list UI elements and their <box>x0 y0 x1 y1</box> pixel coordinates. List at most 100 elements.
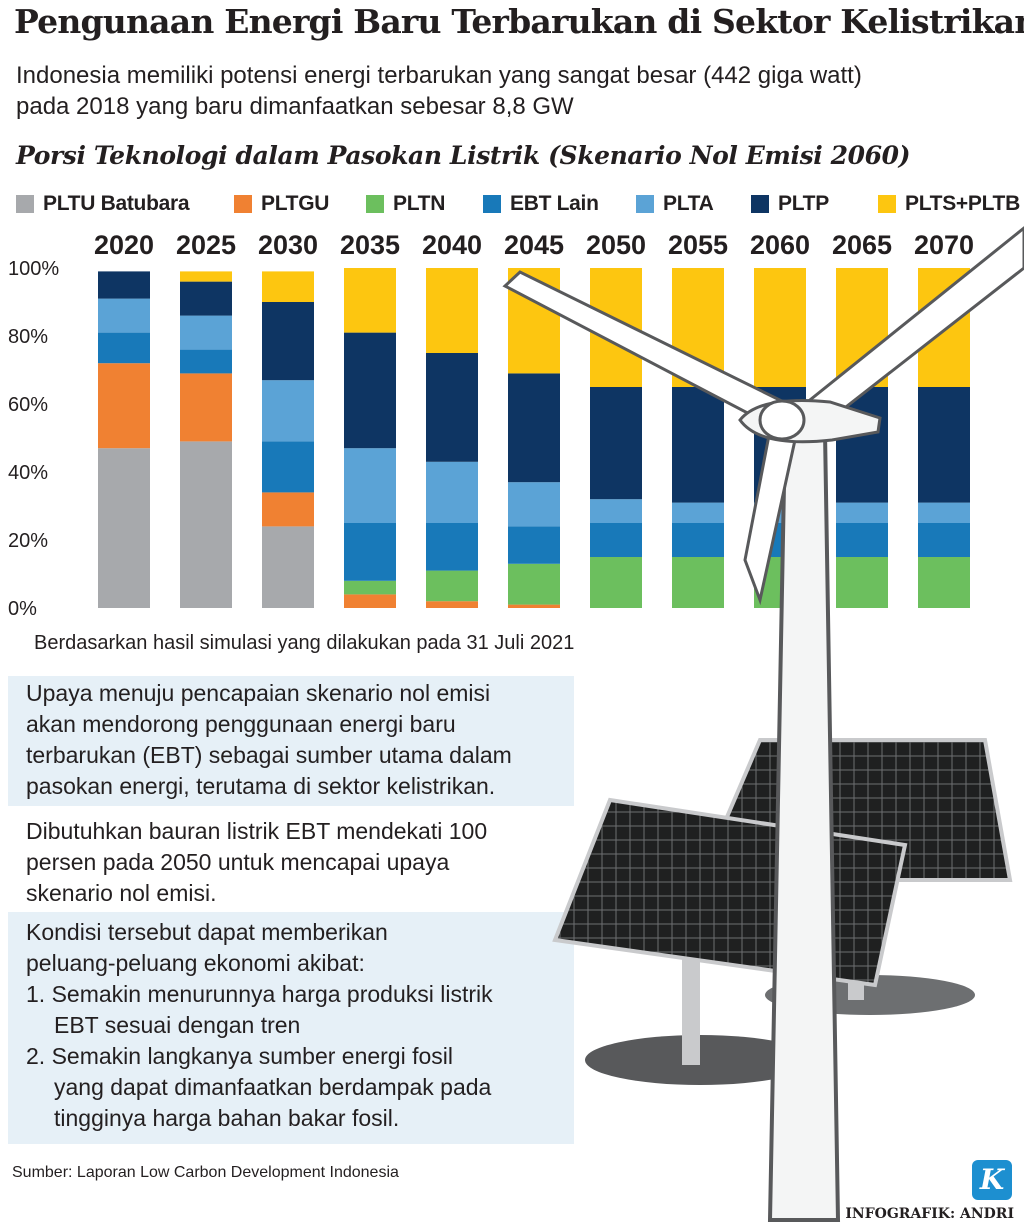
source-note: Sumber: Laporan Low Carbon Development I… <box>12 1164 399 1181</box>
bar-segment <box>918 502 970 523</box>
bar-segment <box>426 523 478 571</box>
legend-swatch <box>366 195 384 213</box>
bar-segment <box>672 523 724 557</box>
info-text-2: Dibutuhkan bauran listrik EBT mendekati … <box>26 816 586 909</box>
bar-segment <box>98 448 150 608</box>
info-panel-3 <box>8 912 574 1144</box>
bar-segment <box>918 523 970 557</box>
legend-swatch <box>483 195 501 213</box>
subtitle-line-2: pada 2018 yang baru dimanfaatkan sebesar… <box>16 93 574 120</box>
bar-segment <box>344 332 396 449</box>
x-category-label: 2020 <box>94 230 154 260</box>
info-1-line: terbarukan (EBT) sebagai sumber utama da… <box>26 742 512 768</box>
info-3-line: 1. Semakin menurunnya harga produksi lis… <box>26 981 493 1007</box>
info-3-line: 2. Semakin langkanya sumber energi fosil <box>26 1043 454 1069</box>
bar-segment <box>262 271 314 302</box>
bar-segment <box>180 315 232 350</box>
bar-segment <box>180 271 232 282</box>
y-tick-label: 0% <box>8 598 37 620</box>
bar-segment <box>508 373 560 483</box>
bar-segment <box>918 387 970 503</box>
x-category-label: 2060 <box>750 230 810 260</box>
legend-item: EBT Lain <box>483 192 599 216</box>
bar-segment <box>180 349 232 374</box>
publisher-logo: K <box>972 1160 1012 1200</box>
bar-segment <box>180 281 232 316</box>
bar-segment <box>672 502 724 523</box>
legend-item: PLTGU <box>234 192 329 216</box>
legend-item: PLTA <box>636 192 714 216</box>
legend-swatch <box>234 195 252 213</box>
bar-segment <box>836 557 888 608</box>
info-3-line: EBT sesuai dengan tren <box>54 1012 301 1038</box>
bar-segment <box>344 580 396 595</box>
info-3-line: yang dapat dimanfaatkan berdampak pada <box>54 1074 492 1100</box>
y-tick-label: 100% <box>8 258 59 280</box>
bar-segment <box>672 387 724 503</box>
bar-segment <box>426 461 478 523</box>
y-tick-label: 80% <box>8 326 48 348</box>
chart-title: Porsi Teknologi dalam Pasokan Listrik (S… <box>16 141 911 170</box>
legend-item: PLTS+PLTB <box>878 192 1020 216</box>
bar-segment <box>918 557 970 608</box>
x-category-label: 2065 <box>832 230 892 260</box>
legend-label: PLTU Batubara <box>43 192 190 215</box>
info-panel-1 <box>8 676 574 806</box>
x-category-label: 2030 <box>258 230 318 260</box>
legend-label: PLTS+PLTB <box>905 192 1020 215</box>
bar-segment <box>508 563 560 605</box>
legend-swatch <box>16 195 34 213</box>
chart-note: Berdasarkan hasil simulasi yang dilakuka… <box>34 632 575 654</box>
legend-item: PLTN <box>366 192 445 216</box>
bar-segment <box>508 482 560 527</box>
info-1-line: pasokan energi, terutama di sektor kelis… <box>26 773 496 799</box>
y-tick-label: 60% <box>8 394 48 416</box>
bar-segment <box>426 570 478 602</box>
bar-segment <box>262 441 314 493</box>
info-3-line: peluang-peluang ekonomi akibat: <box>26 950 365 976</box>
bar-segment <box>590 387 642 500</box>
subtitle-line-1: Indonesia memiliki potensi energi terbar… <box>16 62 862 89</box>
info-2-line: Dibutuhkan bauran listrik EBT mendekati … <box>26 818 488 844</box>
x-category-label: 2070 <box>914 230 974 260</box>
bar-segment <box>344 523 396 581</box>
x-category-label: 2045 <box>504 230 564 260</box>
wind-turbine-icon <box>502 226 1024 1222</box>
bar-segment <box>590 499 642 523</box>
info-text-1: Upaya menuju pencapaian skenario nol emi… <box>26 678 586 802</box>
x-category-label: 2040 <box>422 230 482 260</box>
bar-segment <box>180 441 232 608</box>
infographic-credit: INFOGRAFIK: ANDRI <box>845 1206 1014 1222</box>
bar-segment <box>180 373 232 442</box>
page-title: Pengunaan Energi Baru Terbarukan di Sekt… <box>14 2 1024 41</box>
bar-segment <box>836 523 888 557</box>
x-category-label: 2055 <box>668 230 728 260</box>
bar-segment <box>344 594 396 608</box>
legend-swatch <box>636 195 654 213</box>
x-category-label: 2035 <box>340 230 400 260</box>
bar-segment <box>754 268 806 387</box>
x-category-label: 2050 <box>586 230 646 260</box>
chart-legend: PLTU Batubara PLTGU PLTN EBT Lain PLTA PLTP PL… <box>16 192 1024 220</box>
bar-segment <box>344 268 396 333</box>
bar-segment <box>98 363 150 449</box>
legend-label: PLTA <box>663 192 714 215</box>
bar-segment <box>508 604 560 608</box>
bar-segment <box>344 448 396 523</box>
solar-panel-front-icon <box>552 797 908 1085</box>
legend-swatch <box>751 195 769 213</box>
legend-swatch <box>878 195 896 213</box>
legend-label: EBT Lain <box>510 192 599 215</box>
subtitle: Indonesia memiliki potensi energi terbar… <box>16 60 1016 122</box>
legend-label: PLTN <box>393 192 446 215</box>
bar-segment <box>98 271 150 299</box>
bar-segment <box>262 302 314 381</box>
bar-segment <box>426 601 478 608</box>
bar-segment <box>590 523 642 557</box>
legend-label: PLTGU <box>261 192 330 215</box>
bar-segment <box>590 557 642 608</box>
bar-segment <box>672 557 724 608</box>
legend-item: PLTP <box>751 192 829 216</box>
bar-segment <box>836 502 888 523</box>
